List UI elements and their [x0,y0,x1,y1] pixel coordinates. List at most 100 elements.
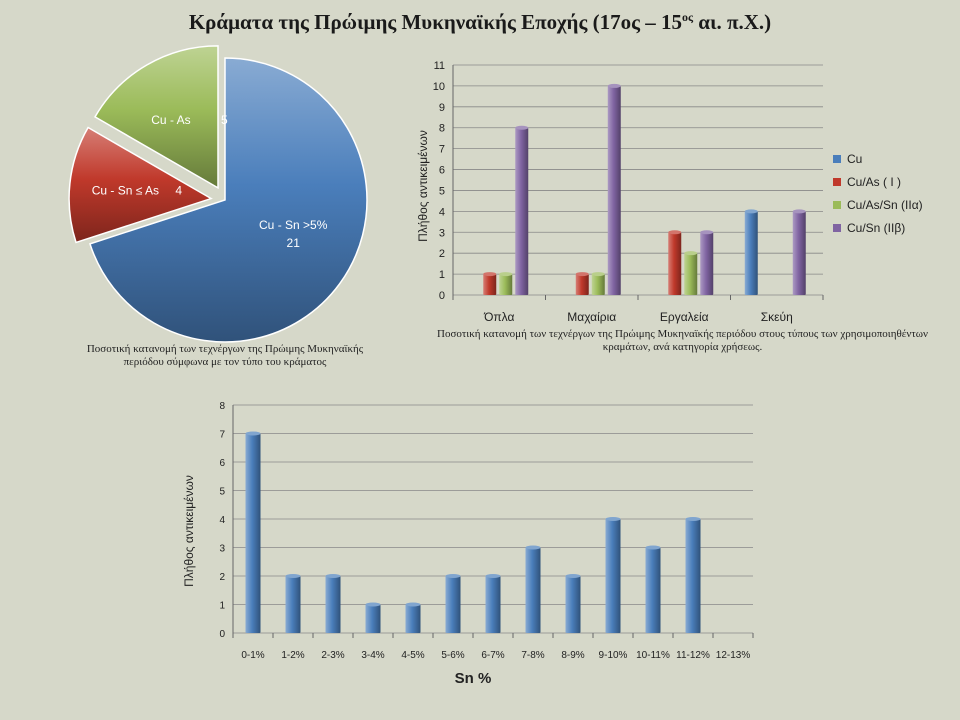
bar-category-label: Σκεύη [761,310,793,324]
hist-bar-4 [405,604,421,633]
hist-ytick-label: 6 [219,458,225,469]
hist-bar-8 [565,576,581,633]
pie-slice-1 [68,126,213,244]
legend-swatch-1 [833,178,841,186]
pie-slice-0 [89,57,368,343]
hist-bar-0 [245,433,261,633]
hist-category-label: 11-12% [676,650,710,661]
hist-ytick-label: 7 [219,430,225,441]
page-title: Κράματα της Πρώιμης Μυκηναϊκής Εποχής (1… [0,10,960,35]
bar-0-1 [483,274,497,295]
bar-ytick-label: 5 [439,185,445,197]
bar-ytick-label: 0 [439,290,445,302]
bar-cap-3-3 [792,209,806,214]
bar-category-label: Μαχαίρια [567,310,616,324]
legend-label-0: Cu [847,152,862,166]
hist-category-label: 6-7% [481,650,504,661]
hist-category-label: 9-10% [599,650,628,661]
bar-ytick-label: 4 [439,206,445,218]
pie-label-name-1: Cu - Sn ≤ As [92,183,159,197]
bar-cap-0-3 [515,125,529,130]
pie-chart: Cu - Sn >5% 21 Cu - Sn ≤ As 4 Cu - As 5 [68,45,368,343]
hist-bar-2 [325,576,341,633]
hist-bar-7 [525,547,541,633]
title-end: αι. π.Χ.) [693,10,772,34]
hist-ytick-label: 4 [219,515,225,526]
hist-category-label: 2-3% [321,650,344,661]
hist-bar-cap-8 [565,574,581,578]
hist-bar-cap-5 [445,574,461,578]
hist-category-label: 1-2% [281,650,304,661]
hist-ytick-label: 2 [219,572,225,583]
bar-cap-1-1 [575,272,589,277]
hist-category-label: 7-8% [521,650,544,661]
hist-bar-6 [485,576,501,633]
hist-bar-10 [645,547,661,633]
bar-ytick-label: 6 [439,165,445,177]
title-superscript: ος [681,10,694,24]
hist-bar-cap-11 [685,517,701,521]
pie-label-name-2: Cu - As [151,113,190,127]
bar-caption: Ποσοτική κατανομή των τεχνέργων της Πρώι… [437,328,928,353]
bar-cap-3-0 [744,209,758,214]
hist-category-label: 5-6% [441,650,464,661]
bar-3-3 [792,211,806,295]
bar-chart-usage: 0 1 2 3 4 5 6 7 8 9 10 11 Πλήθος αντικειμένων Όπλα Μαχ… [416,60,923,324]
hist-category-label: 0-1% [241,650,264,661]
pie-slice-2 [93,45,219,190]
legend-swatch-3 [833,224,841,232]
bar-cap-2-3 [700,230,714,235]
legend-swatch-0 [833,155,841,163]
bar-category-label: Εργαλεία [660,310,709,324]
histogram-sn: 0 1 2 3 4 5 6 7 8 Πλήθος αντικειμένων 0-1% 1-2% 2-3%… [182,401,754,687]
hist-ytick-label: 5 [219,487,225,498]
hist-bar-cap-7 [525,545,541,550]
hist-ytick-label: 3 [219,544,225,555]
hist-bar-5 [445,576,461,633]
bar-ytick-label: 11 [434,60,445,72]
bar-1-2 [591,274,605,295]
legend-label-3: Cu/Sn (IIβ) [847,221,905,235]
bar-cap-0-2 [499,272,513,277]
hist-bar-cap-9 [605,517,621,521]
hist-bar-cap-2 [325,574,341,578]
hist-category-label: 10-11% [636,650,670,661]
bar-ylabel: Πλήθος αντικειμένων [416,130,430,242]
bar-0-3 [515,127,529,296]
hist-bar-11 [685,519,701,633]
hist-bar-3 [365,604,381,633]
hist-bar-cap-10 [645,545,661,550]
pie-caption: Ποσοτική κατανομή των τεχνέργων της Πρώι… [86,343,364,368]
bar-0-2 [499,274,513,295]
bar-cap-0-1 [483,272,497,277]
pie-label-name-0: Cu - Sn >5% [259,218,328,232]
bar-cap-2-2 [684,251,698,256]
legend-swatch-2 [833,201,841,209]
hist-bar-cap-1 [285,574,301,578]
bar-ytick-label: 9 [439,102,445,114]
bar-cap-2-1 [668,230,682,235]
bar-cap-1-3 [607,83,621,88]
hist-ylabel: Πλήθος αντικειμένων [182,475,196,587]
bar-2-3 [700,232,714,295]
hist-xlabel: Sn % [455,670,492,687]
bar-1-1 [575,274,589,295]
hist-bar-1 [285,576,301,633]
hist-ytick-label: 8 [219,401,225,412]
bar-ytick-label: 3 [439,227,445,239]
bar-cap-1-2 [591,272,605,277]
hist-category-label: 4-5% [401,650,424,661]
pie-label-value-2: 5 [221,113,228,127]
legend-label-2: Cu/As/Sn (IIα) [847,198,923,212]
hist-bar-9 [605,519,621,633]
hist-bar-cap-6 [485,574,501,578]
bar-ytick-label: 1 [439,269,445,281]
bar-category-label: Όπλα [483,310,514,324]
bar-2-2 [684,253,698,295]
bar-ytick-label: 7 [439,144,445,156]
hist-ytick-label: 0 [219,629,225,640]
hist-bar-cap-0 [245,431,261,436]
pie-label-value-1: 4 [175,183,182,197]
bar-2-1 [668,232,682,295]
hist-bar-cap-3 [365,602,381,607]
